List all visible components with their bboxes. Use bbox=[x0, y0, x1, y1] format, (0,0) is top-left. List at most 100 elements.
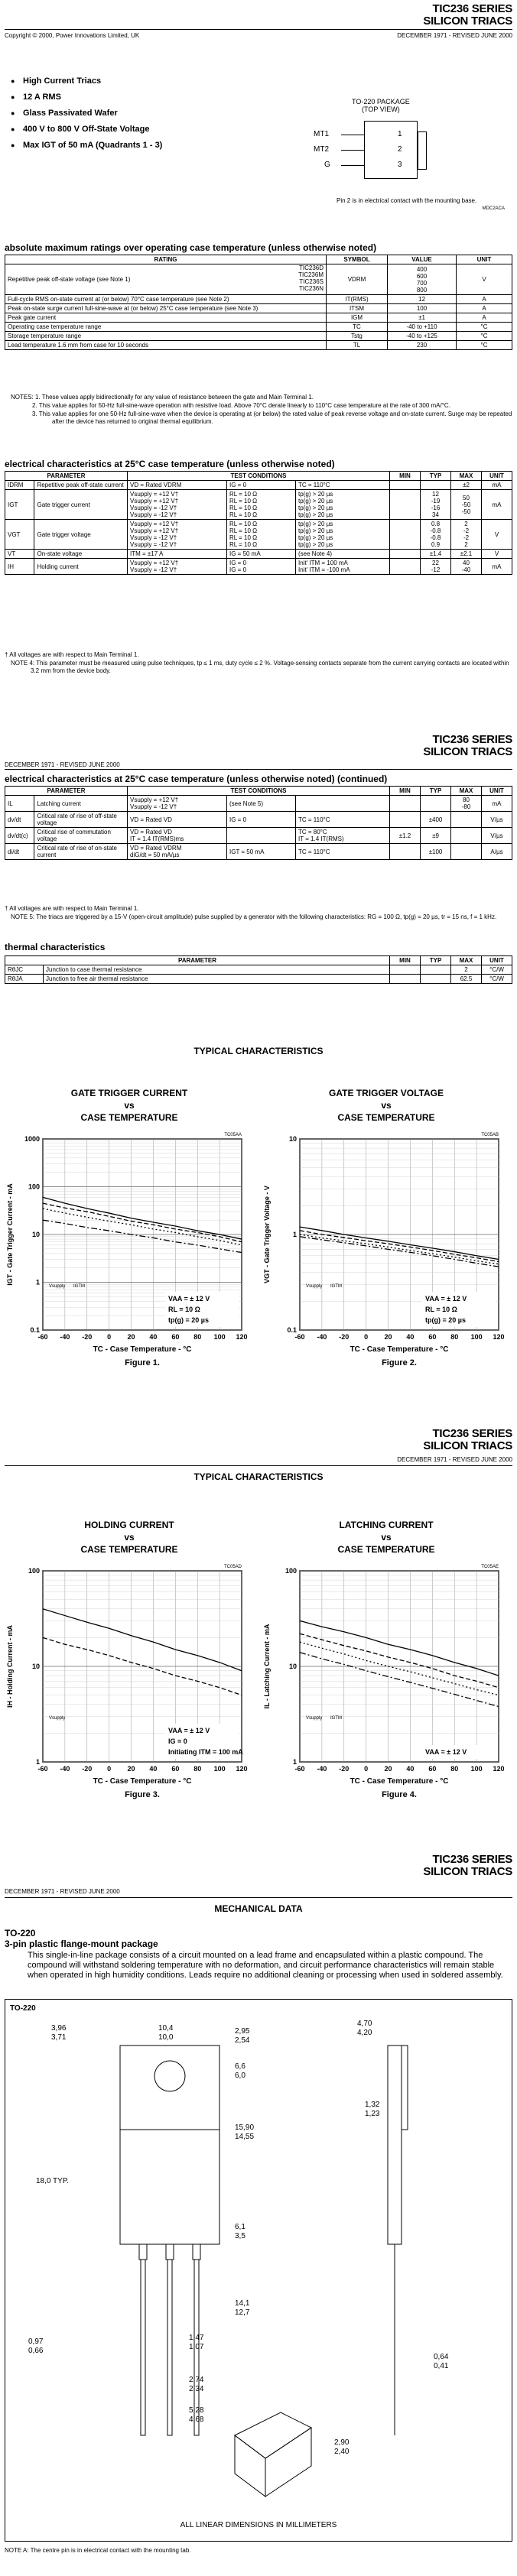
series-line bbox=[299, 1234, 499, 1265]
table-row: VGT Gate trigger voltage Vsupply = +12 V† V… bbox=[4, 519, 512, 550]
x-tick-label: 100 bbox=[214, 1333, 226, 1341]
dimension-label: 3,96 bbox=[51, 2024, 67, 2033]
y-tick-label: 100 bbox=[28, 1183, 40, 1191]
revision-date: DECEMBER 1971 - REVISED JUNE 2000 bbox=[397, 1456, 512, 1463]
abs-max-notes: NOTES: 1. These values apply bidirection… bbox=[11, 394, 512, 425]
lead bbox=[140, 2259, 146, 2436]
package-diagram: TO-220 PACKAGE (TOP VIEW) MT1 MT2 G 1 2 … bbox=[306, 98, 512, 213]
col-header: UNIT bbox=[481, 786, 512, 796]
x-tick-label: 20 bbox=[385, 1765, 392, 1773]
y-tick-label: 100 bbox=[28, 1567, 40, 1575]
elec2-heading: electrical characteristics at 25°C case … bbox=[5, 774, 388, 784]
dimension-label: 5,28 bbox=[189, 2406, 204, 2415]
x-tick-label: 80 bbox=[193, 1333, 201, 1341]
chart-title: vs bbox=[124, 1532, 135, 1543]
series-line bbox=[42, 1219, 242, 1254]
series-line bbox=[299, 1620, 499, 1676]
dimension-label: 15,90 bbox=[235, 2123, 254, 2132]
y-tick-label: 1 bbox=[36, 1758, 40, 1766]
x-tick-label: 100 bbox=[471, 1333, 483, 1341]
chart-title: CASE TEMPERATURE bbox=[80, 1544, 177, 1555]
rating-label: Repetitive peak off-state voltage (see N… bbox=[8, 276, 131, 283]
feature-item: Glass Passivated Wafer bbox=[11, 109, 162, 118]
typical-heading: TYPICAL CHARACTERISTICS bbox=[193, 1046, 324, 1056]
dimension-label: 6,6 bbox=[235, 2062, 245, 2071]
col-header: TEST CONDITIONS bbox=[127, 786, 390, 796]
dimension-label: 10,4 bbox=[158, 2024, 174, 2033]
condition-text: Initiating ITM = 100 mA bbox=[168, 1748, 243, 1756]
legend-header: Vsupply bbox=[306, 1716, 322, 1721]
x-tick-label: -60 bbox=[37, 1765, 47, 1773]
side-body bbox=[387, 2045, 402, 2245]
x-tick-label: 100 bbox=[214, 1765, 226, 1773]
value-cell: 400 600 700 800 bbox=[387, 264, 457, 295]
table-row: dv/dt(c) Critical rise of commutation vol… bbox=[4, 827, 512, 844]
series-title: TIC236 SERIES bbox=[432, 2, 513, 15]
dimension-label: 14,1 bbox=[235, 2299, 250, 2308]
dimension-label: 3,5 bbox=[235, 2232, 245, 2240]
chart-title: vs bbox=[381, 1532, 392, 1543]
x-tick-label: -40 bbox=[60, 1333, 70, 1341]
thermal-table: PARAMETER MIN TYP MAX UNIT RθJC Junction … bbox=[5, 955, 512, 984]
y-tick-label: 1000 bbox=[24, 1135, 40, 1143]
package-note: Pin 2 is in electrical contact with the … bbox=[337, 197, 477, 204]
chart-fig4: LATCHING CURRENT vs CASE TEMPERATURE TC05AE… bbox=[260, 1517, 512, 1846]
x-tick-label: 40 bbox=[149, 1333, 157, 1341]
header-rule bbox=[5, 1897, 512, 1898]
chart-fig2: GATE TRIGGER VOLTAGE vs CASE TEMPERATURE TC… bbox=[260, 1085, 512, 1414]
x-tick-label: 40 bbox=[406, 1765, 414, 1773]
col-header: TEST CONDITIONS bbox=[127, 471, 390, 481]
dimension-label: 3,71 bbox=[51, 2033, 67, 2042]
typical-heading: TYPICAL CHARACTERISTICS bbox=[193, 1471, 324, 1482]
table-row: Operating case temperature range TC -40 to… bbox=[5, 322, 512, 332]
page-5: DECEMBER 1971 - REVISED JUNE 2000 MECHAN… bbox=[0, 1888, 517, 2576]
col-header: MIN bbox=[389, 955, 421, 965]
condition-box bbox=[422, 1745, 496, 1759]
y-tick-label: 100 bbox=[285, 1567, 297, 1575]
lead bbox=[167, 2259, 173, 2436]
x-axis-label: TC - Case Temperature - °C bbox=[93, 1777, 192, 1786]
x-tick-label: 120 bbox=[236, 1333, 247, 1341]
mech-note: NOTE A: The centre pin is in electrical … bbox=[5, 2547, 191, 2554]
chart-title: CASE TEMPERATURE bbox=[337, 1544, 434, 1555]
x-axis-label: TC - Case Temperature - °C bbox=[350, 1345, 449, 1354]
lead-shoulder bbox=[138, 2243, 148, 2260]
y-axis-label: IGT - Gate Trigger Current - mA bbox=[6, 1183, 14, 1286]
dimension-label: 0,66 bbox=[28, 2347, 44, 2355]
chart-title: CASE TEMPERATURE bbox=[80, 1112, 177, 1123]
dimension-label: 2,95 bbox=[235, 2027, 250, 2036]
pin-lead bbox=[341, 150, 364, 151]
col-header: MAX bbox=[450, 786, 482, 796]
x-tick-label: -20 bbox=[82, 1765, 92, 1773]
condition-text: VAA = ± 12 V bbox=[168, 1727, 210, 1734]
y-tick-label: 10 bbox=[32, 1663, 40, 1670]
legend-header: Vsupply bbox=[306, 1284, 322, 1289]
chart-code: TC05AD bbox=[224, 1565, 242, 1569]
x-tick-label: 80 bbox=[193, 1765, 201, 1773]
condition-text: VAA = ± 12 V bbox=[425, 1748, 467, 1756]
table-row: Storage temperature range Tstg -40 to +125… bbox=[5, 331, 512, 341]
page-2: TIC236 SERIES SILICON TRIACS DECEMBER 19… bbox=[0, 734, 517, 1009]
dimension-label: 4,68 bbox=[189, 2415, 204, 2424]
table-row: Peak gate current IGM ±1 A bbox=[5, 313, 512, 323]
y-tick-label: 0.1 bbox=[287, 1326, 297, 1334]
x-tick-label: -40 bbox=[60, 1765, 70, 1773]
x-axis-label: TC - Case Temperature - °C bbox=[350, 1777, 449, 1786]
dimension-label: 0,41 bbox=[434, 2362, 449, 2370]
series-subtitle: SILICON TRIACS bbox=[423, 1439, 512, 1452]
col-header: MAX bbox=[450, 955, 482, 965]
x-tick-label: -20 bbox=[339, 1765, 349, 1773]
condition-box bbox=[422, 1292, 496, 1327]
condition-text: tp(g) = 20 µs bbox=[425, 1316, 466, 1324]
dimension-label: 4,70 bbox=[357, 2020, 372, 2028]
units-note: ALL LINEAR DIMENSIONS IN MILLIMETERS bbox=[180, 2521, 337, 2529]
condition-text: VAA = ± 12 V bbox=[168, 1295, 210, 1303]
revision-date: DECEMBER 1971 - REVISED JUNE 2000 bbox=[397, 32, 512, 39]
revision-date: DECEMBER 1971 - REVISED JUNE 2000 bbox=[5, 1888, 120, 1895]
x-tick-label: 0 bbox=[364, 1333, 368, 1341]
chart-code: TC05AB bbox=[481, 1133, 499, 1137]
chart-code: TC05AA bbox=[224, 1133, 242, 1137]
condition-text: RL = 10 Ω bbox=[425, 1306, 457, 1313]
